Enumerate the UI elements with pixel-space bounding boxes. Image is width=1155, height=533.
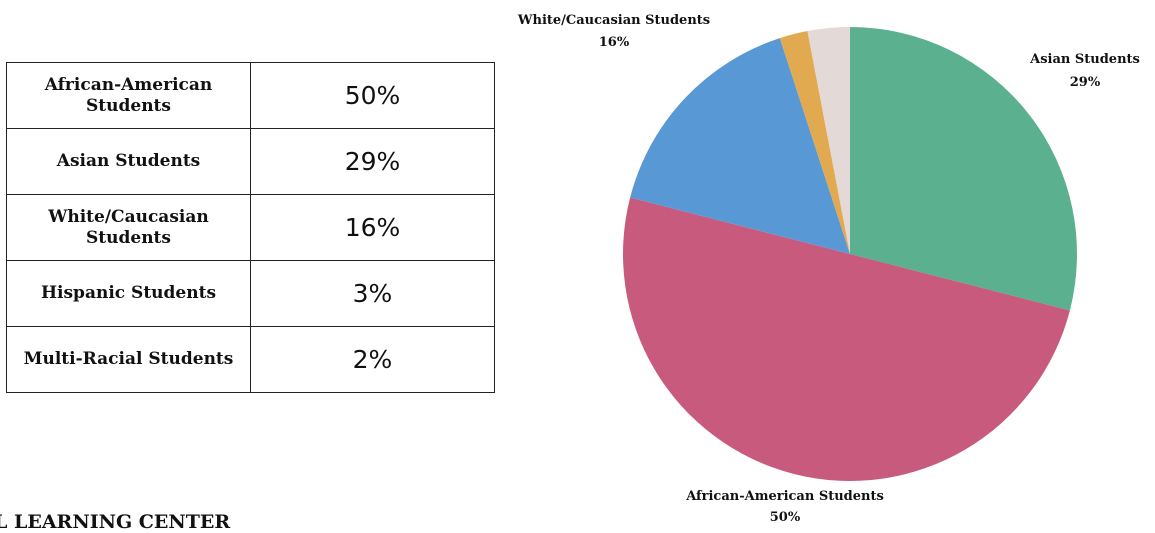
slice-label: White/Caucasian Students <box>517 13 710 28</box>
row-value: 3% <box>250 260 495 327</box>
pie-slice-multi-racial-students <box>779 31 850 254</box>
table-row: African-American Students 50% <box>6 62 495 129</box>
row-value: 2% <box>250 326 495 393</box>
row-value: 29% <box>250 128 495 195</box>
row-label: African-American Students <box>6 62 251 129</box>
pie-labels: Asian Students 29% African-American Studen… <box>517 13 1140 523</box>
table-row: Multi-Racial Students 2% <box>6 326 495 393</box>
slice-label: African-American Students <box>685 489 884 504</box>
slice-value-label: 16% <box>599 35 630 50</box>
slice-value-label: 50% <box>770 510 801 523</box>
table-row: Asian Students 29% <box>6 128 495 195</box>
table-row: Hispanic Students 3% <box>6 260 495 327</box>
pie-slice-african-american-students <box>622 197 1070 482</box>
pie-slice-asian-students <box>850 27 1078 311</box>
row-value: 16% <box>250 194 495 261</box>
slice-value-label: 29% <box>1070 75 1101 90</box>
slice-label: Asian Students <box>1029 52 1140 67</box>
student-demographics-table: African-American Students 50% Asian Stud… <box>6 62 495 393</box>
row-label: Multi-Racial Students <box>6 326 251 393</box>
row-label: Asian Students <box>6 128 251 195</box>
pie-slices <box>622 26 1078 482</box>
row-label: Hispanic Students <box>6 260 251 327</box>
pie-slice-white-caucasian-students <box>630 38 850 254</box>
row-value: 50% <box>250 62 495 129</box>
pie-slice-hispanic-students <box>807 26 850 254</box>
